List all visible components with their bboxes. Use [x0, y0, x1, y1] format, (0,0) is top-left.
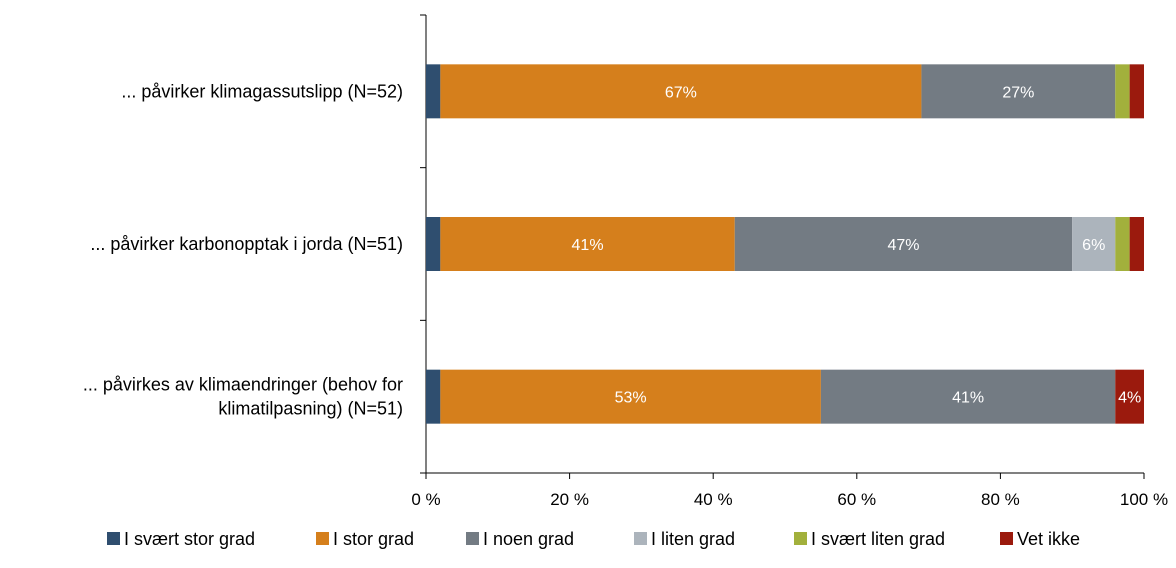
legend-label: I noen grad [483, 529, 574, 549]
legend-label: Vet ikke [1017, 529, 1080, 549]
legend-label: I svært liten grad [811, 529, 945, 549]
x-tick-label: 40 % [694, 490, 733, 509]
legend-swatch [794, 532, 807, 545]
legend-swatch [316, 532, 329, 545]
x-tick-label: 20 % [550, 490, 589, 509]
bar-segment [1129, 217, 1144, 271]
data-label: 47% [887, 237, 919, 254]
bar-segment [734, 217, 1073, 271]
x-tick-label: 80 % [981, 490, 1020, 509]
bar-segment [1129, 64, 1144, 119]
data-label: 4% [1118, 390, 1141, 407]
x-tick-label: 60 % [837, 490, 876, 509]
bar-segment [426, 217, 441, 271]
bar-segment [1115, 369, 1144, 424]
bar-segment [1115, 217, 1130, 271]
x-tick-label: 0 % [411, 490, 440, 509]
bar-segment [440, 369, 821, 424]
bar-segment [440, 64, 922, 119]
legend-swatch [107, 532, 120, 545]
data-label: 41% [572, 237, 604, 254]
data-label: 41% [952, 390, 984, 407]
bar-segment [426, 64, 441, 119]
legend-label: I liten grad [651, 529, 735, 549]
category-label: ... påvirkes av klimaendringer (behov fo… [83, 375, 403, 395]
bar-segment [1072, 217, 1116, 271]
category-label: ... påvirker klimagassutslipp (N=52) [121, 81, 403, 101]
legend-swatch [1000, 532, 1013, 545]
data-label: 53% [615, 390, 647, 407]
legend-swatch [466, 532, 479, 545]
bar-segment [440, 217, 735, 271]
category-label: ... påvirker karbonopptak i jorda (N=51) [90, 234, 403, 254]
bar-segment [426, 369, 441, 424]
legend-swatch [634, 532, 647, 545]
bar-segment [921, 64, 1116, 119]
legend-label: I svært stor grad [124, 529, 255, 549]
category-label: klimatilpasning) (N=51) [218, 399, 403, 419]
data-label: 6% [1082, 237, 1105, 254]
bar-segment [1115, 64, 1130, 119]
x-tick-label: 100 % [1120, 490, 1168, 509]
legend-label: I stor grad [333, 529, 414, 549]
data-label: 27% [1002, 84, 1034, 101]
data-label: 67% [665, 84, 697, 101]
bar-segment [820, 369, 1116, 424]
